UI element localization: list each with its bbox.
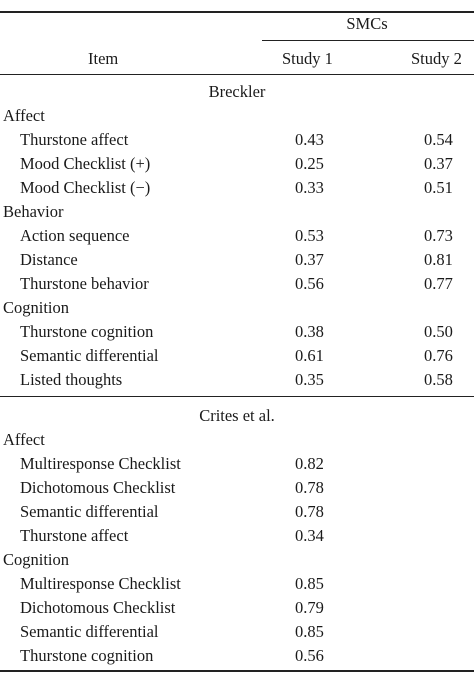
study1-cell: 0.37 xyxy=(295,250,324,269)
table-row: Dichotomous Checklist 0.79 xyxy=(0,596,474,620)
column-header-row: Item Study 1 Study 2 xyxy=(0,47,474,71)
table-row: Semantic differential 0.61 0.76 xyxy=(0,344,474,368)
item-cell: Mood Checklist (−) xyxy=(20,178,151,197)
smcs-underline xyxy=(262,40,474,41)
table-row: Mood Checklist (+) 0.25 0.37 xyxy=(0,152,474,176)
section-title-row: Crites et al. xyxy=(0,404,474,428)
item-cell: Dichotomous Checklist xyxy=(20,478,176,497)
group-row: Affect xyxy=(0,104,474,128)
section-title-row: Breckler xyxy=(0,80,474,104)
study2-cell: 0.50 xyxy=(424,322,453,341)
study2-cell: 0.76 xyxy=(424,346,453,365)
table-row: Multiresponse Checklist 0.82 xyxy=(0,452,474,476)
table-row: Mood Checklist (−) 0.33 0.51 xyxy=(0,176,474,200)
item-cell: Semantic differential xyxy=(20,502,159,521)
item-cell: Thurstone cognition xyxy=(20,646,154,665)
group-row: Behavior xyxy=(0,200,474,224)
study1-cell: 0.85 xyxy=(295,622,324,641)
group-label: Affect xyxy=(3,430,45,449)
study2-cell: 0.77 xyxy=(424,274,453,293)
group-label: Cognition xyxy=(3,298,70,317)
item-cell: Thurstone behavior xyxy=(20,274,149,293)
study1-cell: 0.56 xyxy=(295,274,324,293)
section-rule xyxy=(0,396,474,397)
section-title-breckler: Breckler xyxy=(208,82,266,101)
table-row: Dichotomous Checklist 0.78 xyxy=(0,476,474,500)
study2-cell: 0.73 xyxy=(424,226,453,245)
study2-cell: 0.58 xyxy=(424,370,453,389)
header-rule xyxy=(0,74,474,75)
table-row: Distance 0.37 0.81 xyxy=(0,248,474,272)
header-group-row: SMCs xyxy=(0,12,474,36)
table-top-rule xyxy=(0,11,474,13)
item-cell: Thurstone affect xyxy=(20,526,129,545)
table-row: Action sequence 0.53 0.73 xyxy=(0,224,474,248)
group-row: Cognition xyxy=(0,548,474,572)
item-column-header: Item xyxy=(88,49,119,68)
section-title-crites: Crites et al. xyxy=(199,406,275,425)
table-row: Semantic differential 0.85 xyxy=(0,620,474,644)
group-row: Cognition xyxy=(0,296,474,320)
item-cell: Distance xyxy=(20,250,78,269)
table-row: Thurstone cognition 0.38 0.50 xyxy=(0,320,474,344)
group-row: Affect xyxy=(0,428,474,452)
study1-cell: 0.56 xyxy=(295,646,324,665)
item-cell: Thurstone affect xyxy=(20,130,129,149)
study1-cell: 0.61 xyxy=(295,346,324,365)
study2-cell: 0.51 xyxy=(424,178,453,197)
table-row: Semantic differential 0.78 xyxy=(0,500,474,524)
study1-column-header: Study 1 xyxy=(282,49,333,68)
study2-cell: 0.54 xyxy=(424,130,453,149)
study1-cell: 0.53 xyxy=(295,226,324,245)
table-row: Thurstone affect 0.43 0.54 xyxy=(0,128,474,152)
table-row: Multiresponse Checklist 0.85 xyxy=(0,572,474,596)
item-cell: Multiresponse Checklist xyxy=(20,454,181,473)
item-cell: Thurstone cognition xyxy=(20,322,154,341)
item-cell: Mood Checklist (+) xyxy=(20,154,151,173)
study1-cell: 0.25 xyxy=(295,154,324,173)
study1-cell: 0.43 xyxy=(295,130,324,149)
table-bottom-rule xyxy=(0,670,474,672)
study1-cell: 0.79 xyxy=(295,598,324,617)
group-label: Cognition xyxy=(3,550,70,569)
study1-cell: 0.33 xyxy=(295,178,324,197)
item-cell: Semantic differential xyxy=(20,622,159,641)
study1-cell: 0.38 xyxy=(295,322,324,341)
study1-cell: 0.85 xyxy=(295,574,324,593)
item-cell: Action sequence xyxy=(20,226,130,245)
table-row: Listed thoughts 0.35 0.58 xyxy=(0,368,474,392)
table-row: Thurstone affect 0.34 xyxy=(0,524,474,548)
table-row: Thurstone behavior 0.56 0.77 xyxy=(0,272,474,296)
item-cell: Multiresponse Checklist xyxy=(20,574,181,593)
item-cell: Listed thoughts xyxy=(20,370,123,389)
item-cell: Dichotomous Checklist xyxy=(20,598,176,617)
study2-cell: 0.81 xyxy=(424,250,453,269)
item-cell: Semantic differential xyxy=(20,346,159,365)
study1-cell: 0.35 xyxy=(295,370,324,389)
table-row: Thurstone cognition 0.56 xyxy=(0,644,474,668)
study2-column-header: Study 2 xyxy=(411,49,462,68)
study1-cell: 0.82 xyxy=(295,454,324,473)
study1-cell: 0.34 xyxy=(295,526,324,545)
smcs-header: SMCs xyxy=(346,14,388,33)
group-label: Affect xyxy=(3,106,45,125)
study1-cell: 0.78 xyxy=(295,478,324,497)
study2-cell: 0.37 xyxy=(424,154,453,173)
group-label: Behavior xyxy=(3,202,64,221)
study1-cell: 0.78 xyxy=(295,502,324,521)
